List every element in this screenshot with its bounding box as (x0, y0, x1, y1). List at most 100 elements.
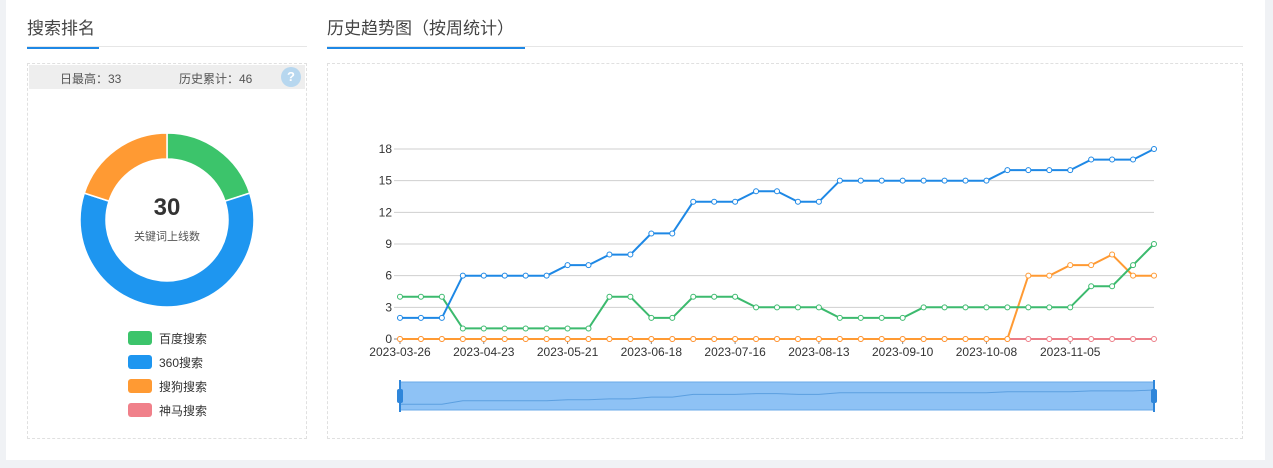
data-point[interactable] (417, 314, 424, 321)
data-point[interactable] (480, 272, 487, 279)
data-point[interactable] (794, 336, 801, 342)
zoom-slider[interactable] (397, 380, 1157, 412)
data-point[interactable] (627, 293, 634, 300)
data-point[interactable] (1025, 167, 1032, 174)
data-point[interactable] (1109, 336, 1116, 342)
data-point[interactable] (1130, 336, 1137, 342)
data-point[interactable] (459, 272, 466, 279)
data-point[interactable] (1151, 336, 1157, 342)
data-point[interactable] (564, 325, 571, 332)
data-point[interactable] (962, 304, 969, 311)
data-point[interactable] (1046, 304, 1053, 311)
data-point[interactable] (522, 272, 529, 279)
data-point[interactable] (501, 325, 508, 332)
data-point[interactable] (1004, 336, 1011, 342)
data-point[interactable] (1046, 336, 1053, 342)
data-point[interactable] (459, 325, 466, 332)
data-point[interactable] (397, 314, 403, 321)
data-point[interactable] (606, 336, 613, 342)
data-point[interactable] (627, 336, 634, 342)
data-point[interactable] (669, 314, 676, 321)
data-point[interactable] (711, 198, 718, 205)
data-point[interactable] (794, 198, 801, 205)
data-point[interactable] (564, 336, 571, 342)
data-point[interactable] (1088, 283, 1095, 290)
data-point[interactable] (1109, 283, 1116, 290)
data-point[interactable] (1109, 156, 1116, 163)
data-point[interactable] (501, 272, 508, 279)
data-point[interactable] (711, 336, 718, 342)
data-point[interactable] (543, 272, 550, 279)
data-point[interactable] (732, 336, 739, 342)
data-point[interactable] (857, 177, 864, 184)
data-point[interactable] (438, 336, 445, 342)
data-point[interactable] (815, 198, 822, 205)
data-point[interactable] (1151, 241, 1157, 247)
data-point[interactable] (774, 304, 780, 311)
data-point[interactable] (1151, 272, 1157, 279)
data-point[interactable] (983, 336, 990, 342)
data-point[interactable] (543, 325, 550, 332)
data-point[interactable] (459, 336, 466, 342)
data-point[interactable] (920, 304, 927, 311)
data-point[interactable] (983, 177, 990, 184)
data-point[interactable] (397, 336, 403, 342)
data-point[interactable] (606, 293, 613, 300)
data-point[interactable] (1067, 167, 1074, 174)
data-point[interactable] (585, 262, 592, 269)
data-point[interactable] (1109, 251, 1116, 258)
data-point[interactable] (522, 325, 529, 332)
data-point[interactable] (962, 336, 969, 342)
data-point[interactable] (774, 336, 780, 342)
zoom-handle-right[interactable] (1151, 389, 1157, 403)
donut-slice-2[interactable] (83, 132, 168, 203)
donut-slice-0[interactable] (166, 132, 251, 203)
data-point[interactable] (648, 336, 655, 342)
data-point[interactable] (1088, 156, 1095, 163)
data-point[interactable] (690, 293, 697, 300)
data-point[interactable] (1067, 304, 1074, 311)
data-point[interactable] (1046, 167, 1053, 174)
data-point[interactable] (690, 198, 697, 205)
data-point[interactable] (878, 177, 885, 184)
data-point[interactable] (585, 336, 592, 342)
legend-item-2[interactable]: 搜狗搜索 (128, 374, 207, 398)
data-point[interactable] (669, 336, 676, 342)
data-point[interactable] (522, 336, 529, 342)
data-point[interactable] (857, 314, 864, 321)
data-point[interactable] (1088, 262, 1095, 269)
data-point[interactable] (690, 336, 697, 342)
data-point[interactable] (899, 314, 906, 321)
data-point[interactable] (417, 293, 424, 300)
data-point[interactable] (836, 336, 843, 342)
data-point[interactable] (1067, 336, 1074, 342)
data-point[interactable] (438, 293, 445, 300)
data-point[interactable] (669, 230, 676, 237)
data-point[interactable] (1130, 272, 1137, 279)
data-point[interactable] (920, 177, 927, 184)
legend-item-0[interactable]: 百度搜索 (128, 326, 207, 350)
data-point[interactable] (1025, 272, 1032, 279)
data-point[interactable] (732, 198, 739, 205)
data-point[interactable] (480, 325, 487, 332)
data-point[interactable] (1130, 262, 1137, 269)
data-point[interactable] (815, 336, 822, 342)
data-point[interactable] (1004, 304, 1011, 311)
data-point[interactable] (397, 293, 403, 300)
data-point[interactable] (543, 336, 550, 342)
data-point[interactable] (501, 336, 508, 342)
donut-slice-1[interactable] (79, 192, 255, 308)
data-point[interactable] (711, 293, 718, 300)
data-point[interactable] (627, 251, 634, 258)
data-point[interactable] (899, 336, 906, 342)
data-point[interactable] (1025, 304, 1032, 311)
zoom-slider-range[interactable] (399, 381, 1155, 411)
data-point[interactable] (941, 304, 948, 311)
data-point[interactable] (1046, 272, 1053, 279)
data-point[interactable] (962, 177, 969, 184)
data-point[interactable] (1088, 336, 1095, 342)
data-point[interactable] (941, 177, 948, 184)
data-point[interactable] (983, 304, 990, 311)
zoom-handle-left[interactable] (397, 389, 403, 403)
data-point[interactable] (941, 336, 948, 342)
